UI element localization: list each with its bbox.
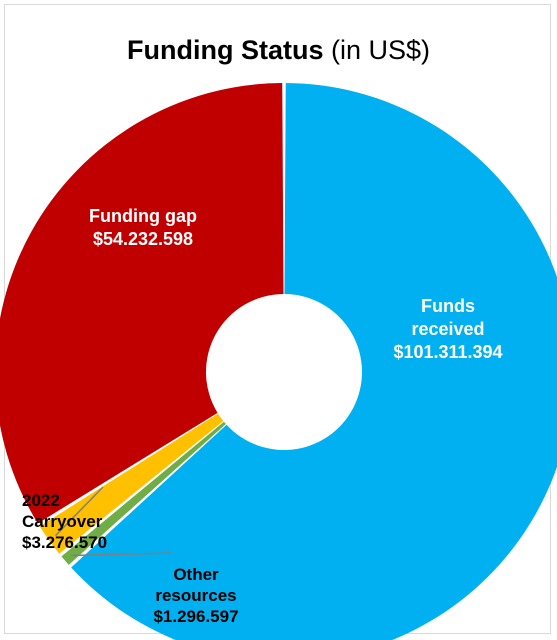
slice-funding-gap	[0, 83, 284, 524]
data-label-2022: 2022 Carryover $3.276.570	[22, 491, 107, 552]
chart-title: Funding Status (in US$)	[0, 34, 557, 66]
data-label-funding-gap: Funding gap $54.232.598	[89, 206, 197, 249]
data-labels-layer: Funds received $101.311.394 Other resources $…	[22, 206, 503, 626]
slice-other	[61, 421, 226, 565]
slice-funds	[71, 83, 557, 640]
data-label-line: Carryover	[22, 512, 103, 531]
data-label-line: 2022	[22, 491, 60, 510]
data-label-line: $1.296.597	[153, 607, 238, 626]
data-label-line: $101.311.394	[393, 342, 502, 362]
data-label-line: $54.232.598	[93, 229, 193, 249]
leader-line-2022	[55, 486, 104, 537]
data-label-line: $3.276.570	[22, 533, 107, 552]
data-label-line: Other	[173, 565, 219, 584]
chart-title-suffix: (in US$)	[330, 35, 431, 65]
data-label-funds: Funds received $101.311.394	[393, 296, 502, 362]
chart-title-main: Funding Status	[126, 35, 324, 65]
data-label-line: Funds	[421, 296, 475, 316]
data-label-line: Funding gap	[89, 206, 197, 226]
slices-layer	[0, 83, 557, 640]
leader-lines-layer	[55, 486, 172, 557]
data-label-line: resources	[155, 586, 236, 605]
slice-2022	[39, 413, 224, 554]
leader-line-other	[71, 552, 172, 557]
data-label-line: received	[411, 319, 484, 339]
data-label-other: Other resources $1.296.597	[153, 565, 238, 626]
